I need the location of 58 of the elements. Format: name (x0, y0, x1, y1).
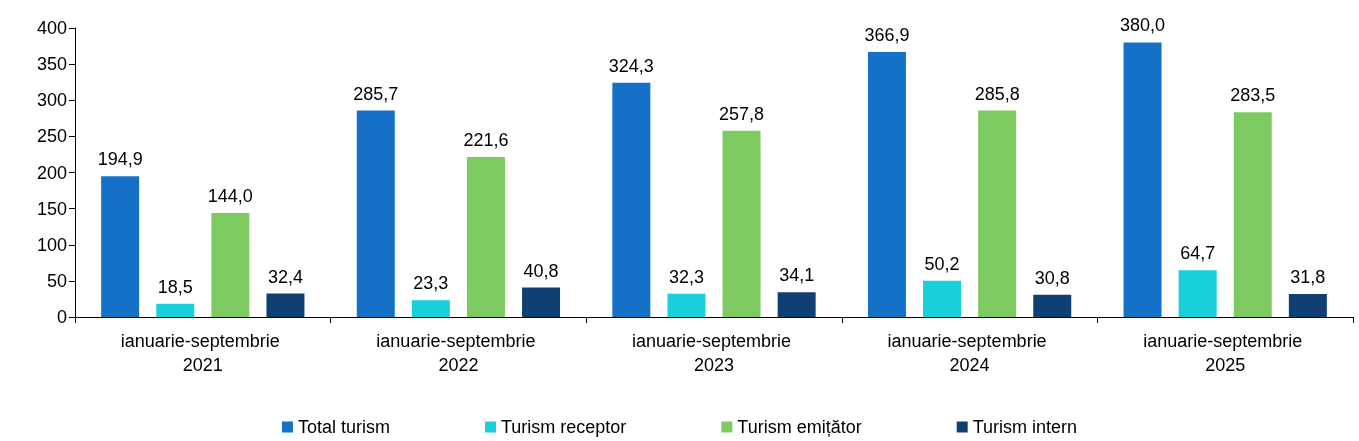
data-label: 285,8 (974, 83, 1020, 104)
bar (522, 287, 561, 317)
bar (1033, 294, 1072, 317)
bar (411, 300, 450, 317)
y-tick-label: 400 (36, 18, 67, 38)
x-tick-label: ianuarie-septembrie 2024 (887, 331, 1052, 375)
bar (867, 51, 906, 317)
data-label: 23,3 (413, 273, 449, 294)
data-label: 34,1 (779, 265, 815, 286)
data-label: 40,8 (523, 260, 559, 281)
bar (1178, 270, 1217, 317)
data-label: 257,8 (719, 103, 765, 124)
legend-label: Total turism (297, 417, 390, 437)
bar (1233, 112, 1272, 317)
bar (923, 280, 962, 317)
bar (612, 82, 651, 317)
x-tick-label: ianuarie-septembrie 2025 (1143, 331, 1308, 375)
data-label: 31,8 (1290, 267, 1326, 288)
x-tick-label: ianuarie-septembrie 2021 (120, 331, 285, 375)
x-tick-label: ianuarie-septembrie 2022 (376, 331, 541, 375)
y-tick-label: 250 (36, 126, 67, 147)
bar (356, 110, 395, 317)
data-label: 30,8 (1034, 267, 1070, 288)
data-label: 144,0 (207, 185, 253, 206)
legend-label: Turism receptor (500, 417, 627, 437)
data-label: 380,0 (1120, 15, 1166, 36)
data-label: 18,5 (157, 276, 193, 297)
bar (777, 292, 816, 317)
bar (978, 110, 1017, 317)
data-label: 64,7 (1180, 243, 1216, 264)
bar (101, 176, 140, 317)
bar (211, 212, 250, 317)
y-tick-label: 300 (36, 90, 67, 111)
bar (1123, 42, 1162, 317)
bar (667, 293, 706, 317)
y-tick-label: 0 (56, 307, 67, 327)
legend-label: Turism intern (972, 417, 1078, 437)
data-label: 366,9 (864, 24, 910, 45)
data-label: 50,2 (924, 253, 960, 274)
bar (466, 156, 505, 317)
y-tick-label: 150 (36, 198, 67, 219)
y-tick-label: 50 (46, 270, 67, 291)
bar (156, 303, 195, 317)
y-tick-label: 350 (36, 54, 67, 75)
bar (266, 293, 305, 317)
data-label: 221,6 (463, 129, 509, 150)
data-label: 283,5 (1230, 85, 1276, 106)
data-label: 32,3 (668, 266, 704, 287)
data-label: 285,7 (353, 83, 399, 104)
y-tick-label: 200 (36, 162, 67, 183)
bar (1288, 294, 1327, 317)
x-tick-label: ianuarie-septembrie 2023 (631, 331, 797, 375)
bar (722, 130, 761, 317)
data-label: 194,9 (97, 149, 143, 170)
legend-label: Turism emițător (737, 417, 862, 437)
data-label: 324,3 (608, 55, 654, 76)
data-label: 32,4 (267, 266, 303, 287)
y-tick-label: 100 (36, 234, 67, 255)
